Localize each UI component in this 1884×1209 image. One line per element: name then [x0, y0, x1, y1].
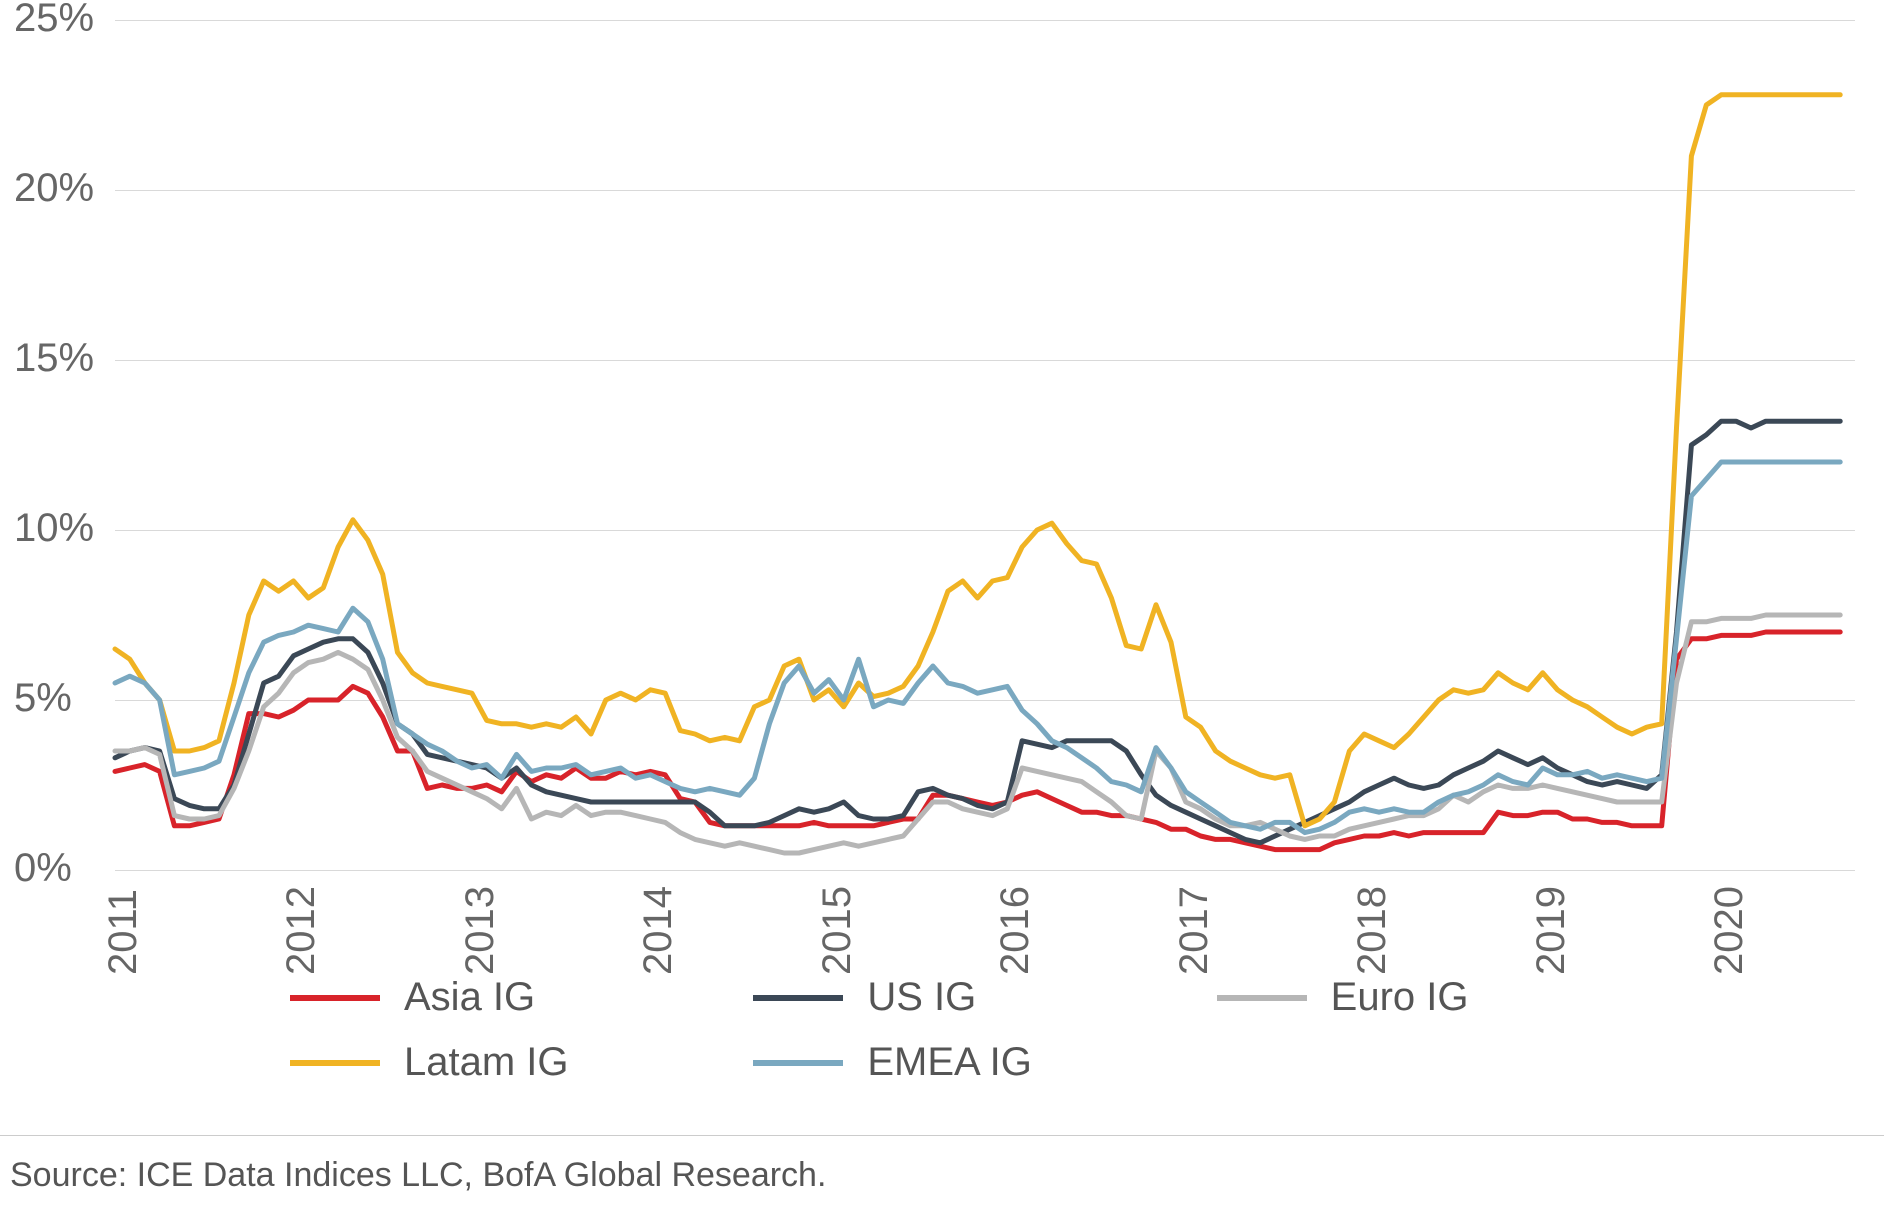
x-tick-label: 2015 [815, 886, 860, 975]
y-tick-label: 25% [14, 0, 94, 41]
legend-label: EMEA IG [867, 1040, 1032, 1085]
y-tick-label: 15% [14, 336, 94, 381]
legend-item: US IG [753, 975, 1176, 1020]
x-tick-label: 2012 [279, 886, 324, 975]
x-tick-label: 2020 [1707, 886, 1752, 975]
series-lines [115, 20, 1855, 870]
x-tick-label: 2017 [1172, 886, 1217, 975]
legend-swatch [753, 1060, 843, 1066]
x-tick-label: 2011 [101, 889, 146, 975]
legend-item: Euro IG [1217, 975, 1640, 1020]
legend-swatch [290, 995, 380, 1001]
legend-label: Latam IG [404, 1040, 569, 1085]
legend-swatch [1217, 995, 1307, 1001]
legend-item: Latam IG [290, 1040, 713, 1085]
y-tick-label: 20% [14, 166, 94, 211]
x-tick-label: 2019 [1529, 886, 1574, 975]
x-tick-label: 2013 [458, 886, 503, 975]
legend-item: Asia IG [290, 975, 713, 1020]
source-bar: Source: ICE Data Indices LLC, BofA Globa… [0, 1135, 1884, 1195]
source-text: Source: ICE Data Indices LLC, BofA Globa… [0, 1156, 1884, 1195]
legend-label: Euro IG [1331, 975, 1469, 1020]
legend-swatch [290, 1060, 380, 1066]
legend-label: Asia IG [404, 975, 535, 1020]
y-tick-label: 0% [14, 846, 72, 891]
x-tick-label: 2014 [636, 886, 681, 975]
series-latam-ig [115, 95, 1840, 826]
y-tick-label: 5% [14, 676, 72, 721]
legend-swatch [753, 995, 843, 1001]
x-tick-label: 2018 [1350, 886, 1395, 975]
gridline [115, 870, 1855, 871]
plot-area [115, 20, 1855, 870]
legend: Asia IG US IG Euro IG Latam IG EMEA IG [290, 975, 1640, 1085]
line-chart: 0% 5% 10% 15% 20% 25% 2011 2012 2013 2014 2015 2016… [0, 0, 1884, 1209]
y-tick-label: 10% [14, 506, 94, 551]
legend-item: EMEA IG [753, 1040, 1176, 1085]
x-tick-label: 2016 [993, 886, 1038, 975]
legend-label: US IG [867, 975, 976, 1020]
